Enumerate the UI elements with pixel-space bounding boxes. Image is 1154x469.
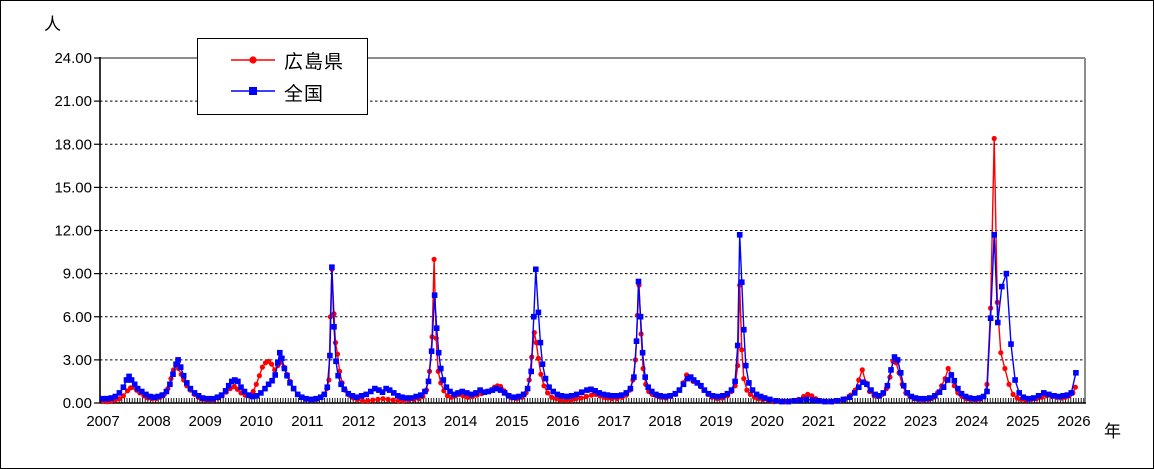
svg-text:0.00: 0.00 <box>63 395 92 412</box>
legend-item-hiroshima: 広島県 <box>231 48 367 74</box>
svg-text:2017: 2017 <box>597 413 630 430</box>
svg-text:2020: 2020 <box>751 413 784 430</box>
svg-text:2021: 2021 <box>802 413 835 430</box>
svg-text:2007: 2007 <box>86 413 119 430</box>
svg-text:2011: 2011 <box>291 413 323 430</box>
legend-label-national: 全国 <box>284 83 325 105</box>
y-axis-title: 人 <box>44 15 61 34</box>
svg-text:24.00: 24.00 <box>54 50 92 67</box>
svg-text:12.00: 12.00 <box>54 223 92 240</box>
svg-text:2018: 2018 <box>648 413 681 430</box>
red-circle-marker-icon <box>231 52 275 70</box>
svg-text:2016: 2016 <box>546 413 579 430</box>
legend-item-national: 全国 <box>231 79 367 105</box>
x-axis-title: 年 <box>1104 422 1121 441</box>
svg-text:2015: 2015 <box>495 413 528 430</box>
svg-text:2009: 2009 <box>189 413 222 430</box>
svg-text:2010: 2010 <box>240 413 273 430</box>
svg-text:3.00: 3.00 <box>63 352 92 369</box>
svg-text:2008: 2008 <box>137 413 170 430</box>
svg-text:9.00: 9.00 <box>63 266 92 283</box>
svg-text:2026: 2026 <box>1057 413 1090 430</box>
svg-text:2013: 2013 <box>393 413 426 430</box>
legend: 広島県 全国 <box>197 38 368 115</box>
blue-square-marker-icon <box>231 83 275 101</box>
svg-text:2014: 2014 <box>444 413 477 430</box>
svg-text:18.00: 18.00 <box>54 136 92 153</box>
svg-text:6.00: 6.00 <box>63 309 92 326</box>
svg-text:2025: 2025 <box>1006 413 1039 430</box>
svg-text:2019: 2019 <box>700 413 733 430</box>
svg-text:21.00: 21.00 <box>54 93 92 110</box>
svg-text:15.00: 15.00 <box>54 179 92 196</box>
svg-text:2022: 2022 <box>853 413 886 430</box>
svg-text:2023: 2023 <box>904 413 937 430</box>
legend-label-hiroshima: 広島県 <box>284 52 345 74</box>
svg-text:2012: 2012 <box>342 413 375 430</box>
svg-text:2024: 2024 <box>955 413 988 430</box>
